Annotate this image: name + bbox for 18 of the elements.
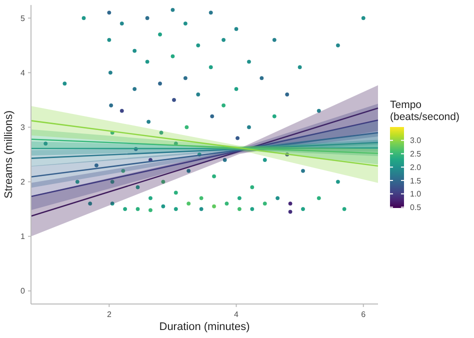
y-tick-label: 2 bbox=[20, 178, 26, 187]
y-tick-label: 4 bbox=[20, 68, 26, 78]
y-tick-label: 3 bbox=[20, 123, 26, 132]
x-tick-label: 4 bbox=[234, 310, 240, 319]
color-bar-label: 2.0 bbox=[410, 162, 422, 172]
color-bar-title: Tempo (beats/second) bbox=[390, 99, 460, 123]
y-tick-label: 0 bbox=[20, 286, 26, 296]
color-bar-label: 0.5 bbox=[410, 203, 422, 212]
y-tick-label: 1 bbox=[20, 232, 26, 242]
color-bar-label: 1.0 bbox=[410, 190, 422, 199]
y-tick-label: 5 bbox=[20, 14, 26, 23]
x-tick-label: 6 bbox=[361, 310, 366, 319]
color-bar-label: 2.5 bbox=[410, 150, 422, 159]
x-axis-title: Duration (minutes) bbox=[159, 321, 250, 333]
color-bar-label: 3.0 bbox=[410, 136, 422, 146]
x-tick-label: 2 bbox=[106, 310, 112, 319]
color-bar-label: 1.5 bbox=[410, 176, 422, 186]
y-axis-title: Streams (millions) bbox=[3, 110, 15, 199]
